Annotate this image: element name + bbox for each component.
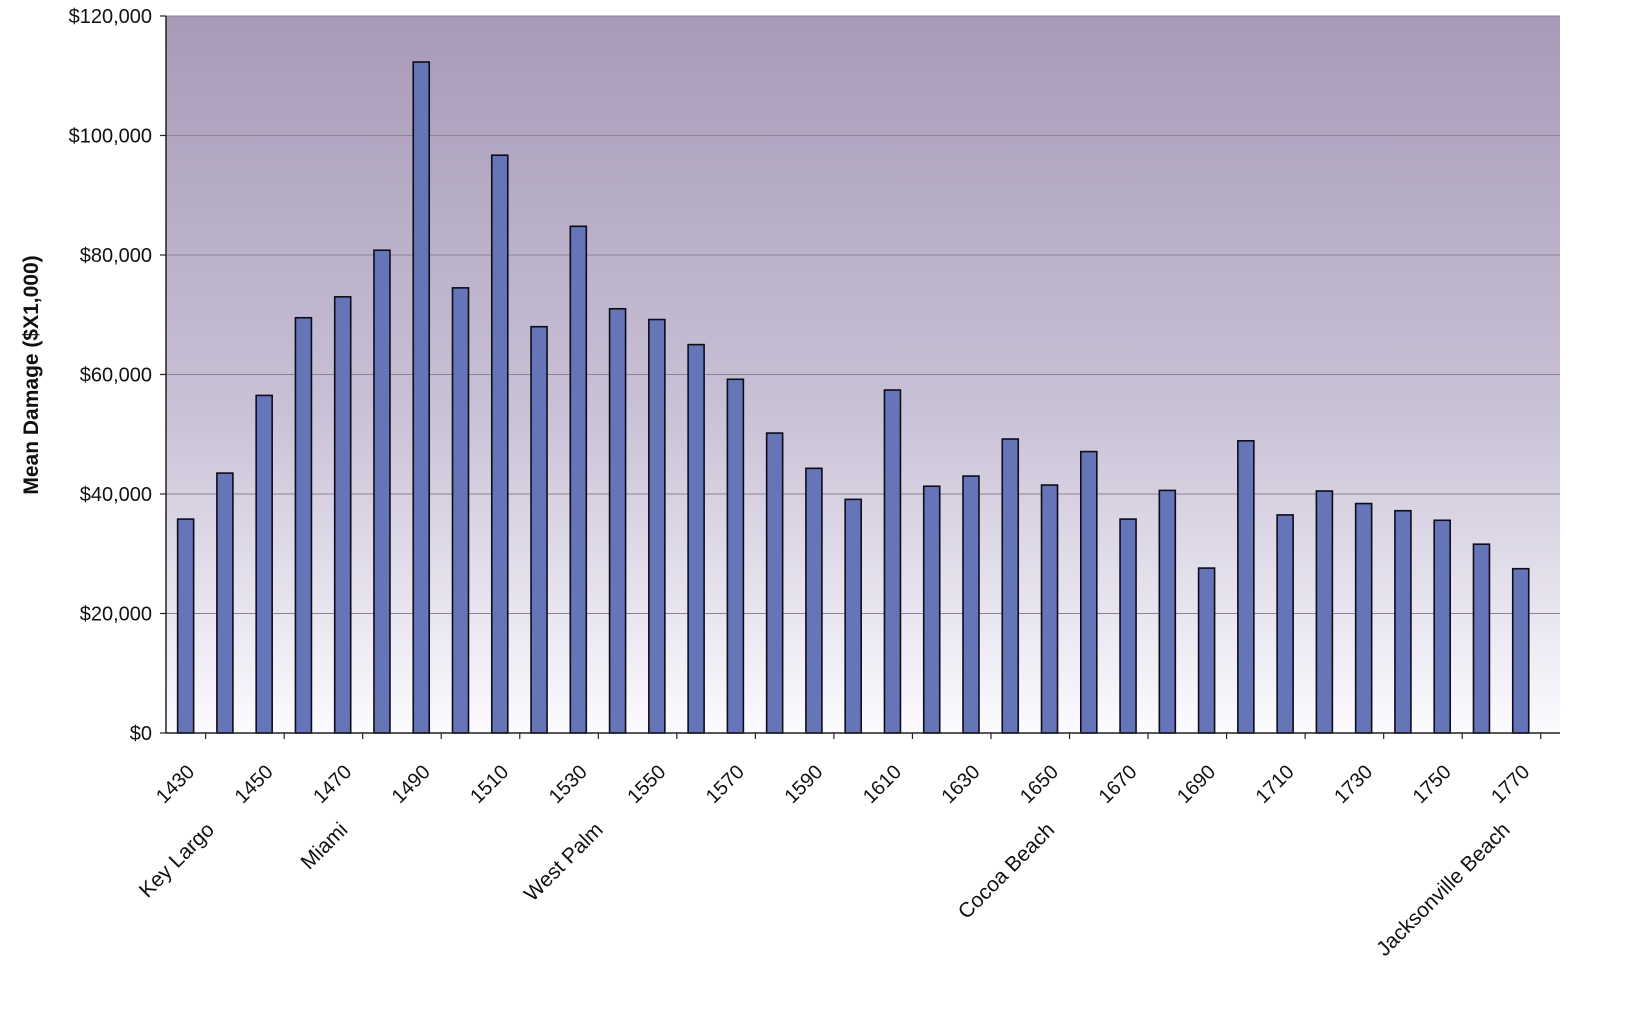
bar [687,343,705,734]
bar [490,154,509,734]
y-tick-label: $20,000 [80,604,152,626]
bar [1119,518,1137,734]
y-tick-label: $40,000 [80,484,152,506]
bar [805,467,823,734]
bar [569,225,588,734]
y-axis-label: Mean Damage ($X1,000) [20,255,43,494]
x-tick-label: 1770 [1487,761,1534,808]
x-tick-label: 1730 [1330,761,1377,808]
bar [962,475,980,734]
x-tick-label: 1570 [702,761,749,808]
x-tick-label: 1430 [152,761,199,808]
bar [1158,489,1177,734]
y-tick-label: $0 [130,723,152,745]
bar [1354,502,1373,734]
bar [412,61,431,734]
bar [333,296,352,734]
location-label: Miami [297,818,353,874]
y-tick-label: $120,000 [69,6,152,28]
bar [883,389,902,734]
x-tick-label: 1490 [388,761,435,808]
bar [1197,567,1216,734]
x-tick-label: 1590 [780,761,827,808]
bar [608,307,627,734]
x-tick-label: 1710 [1252,761,1299,808]
bar [1079,450,1098,734]
bar [1472,543,1491,734]
x-tick-label: 1750 [1409,761,1456,808]
bar [530,325,548,734]
location-label: West Palm [520,818,608,906]
x-tick-label: 1630 [937,761,984,808]
x-tick-label: 1610 [859,761,906,808]
y-tick-label: $60,000 [80,365,152,387]
location-label: Cocoa Beach [954,818,1059,923]
bar [373,249,391,734]
bar [176,518,195,734]
x-tick-labels: 1430 1450 1470 1490 1510 1530 1550 1570 1590 1610… [152,733,1542,808]
x-tick-label: 1690 [1173,761,1220,808]
y-tick-label: $80,000 [80,245,152,267]
bar [726,378,745,734]
bar [765,432,784,734]
bar [922,485,941,734]
bar [216,472,234,734]
x-tick-label: 1550 [623,761,670,808]
bar [1237,440,1255,734]
bar [1433,519,1451,734]
bar [1001,438,1020,734]
x-tick-label: 1510 [466,761,513,808]
location-labels: Key Largo Miami West Palm Cocoa Beach Jackso… [135,818,1515,961]
bar [844,498,862,734]
bar [1040,484,1059,734]
bar [294,316,313,734]
x-tick-label: 1530 [545,761,592,808]
location-label: Key Largo [135,818,219,902]
bar [1511,567,1530,734]
x-tick-label: 1650 [1016,761,1063,808]
bar [648,318,666,734]
bar [1315,490,1334,734]
x-tick-label: 1670 [1095,761,1142,808]
x-tick-label: 1450 [231,761,278,808]
bar [1394,509,1412,734]
y-tick-label: $100,000 [69,126,152,148]
x-tick-label: 1470 [309,761,356,808]
bar [1276,514,1294,734]
location-label: Jacksonville Beach [1372,818,1515,961]
y-tick-labels: $0 $20,000 $40,000 $60,000 $80,000 $100,000 $1… [69,6,166,745]
grid-lines [166,15,1560,614]
bar [451,287,470,734]
bar [255,394,273,734]
bars [176,61,1530,734]
